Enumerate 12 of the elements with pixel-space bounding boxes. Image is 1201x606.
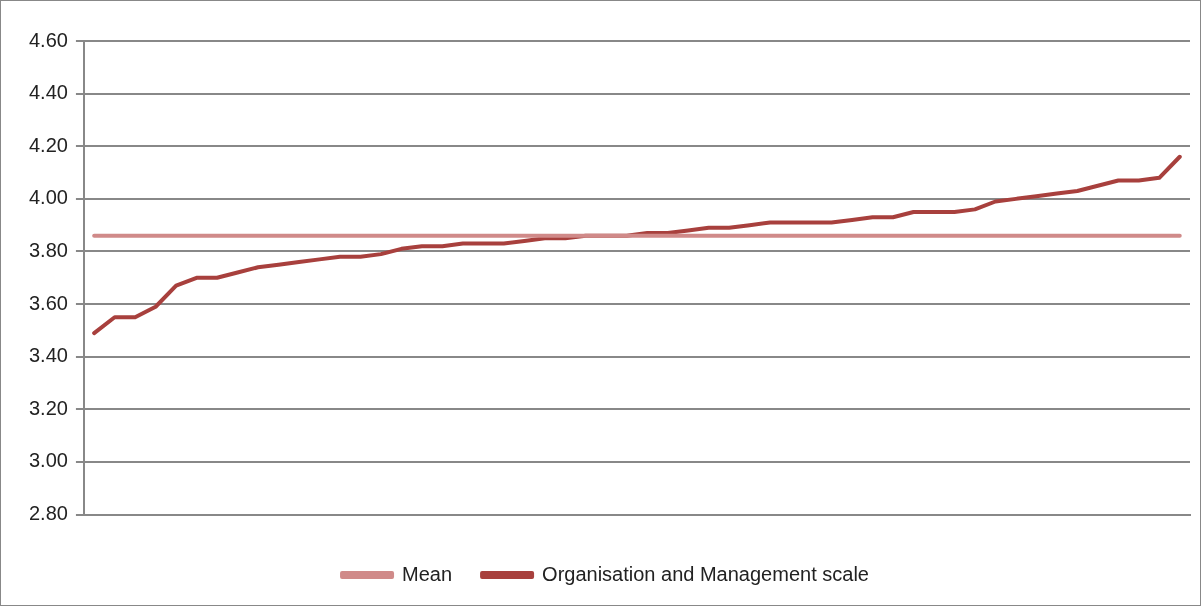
legend-label: Mean bbox=[402, 562, 453, 585]
y-tick-label: 3.20 bbox=[28, 396, 68, 419]
y-tick-label: 4.00 bbox=[28, 186, 68, 209]
y-tick-label: 4.20 bbox=[28, 133, 68, 156]
y-tick-label: 4.40 bbox=[28, 81, 68, 104]
y-tick-label: 2.80 bbox=[28, 502, 68, 525]
y-tick-label: 3.60 bbox=[28, 291, 68, 314]
legend-label: Organisation and Management scale bbox=[542, 562, 869, 585]
y-tick-label: 3.80 bbox=[28, 239, 68, 261]
y-tick-label: 3.00 bbox=[28, 449, 68, 472]
y-tick-label: 4.60 bbox=[28, 28, 68, 51]
y-tick-label: 3.40 bbox=[28, 344, 68, 367]
